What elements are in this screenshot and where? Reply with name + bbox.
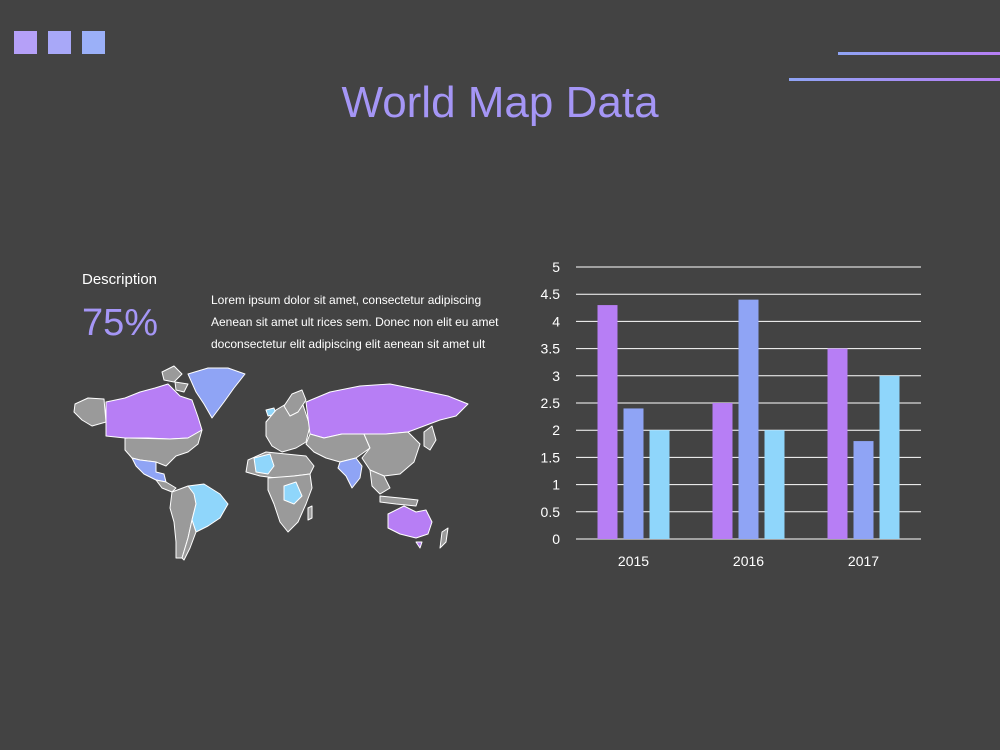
- map-region-arctic-islands: [174, 381, 189, 393]
- bar: [649, 430, 670, 539]
- map-region-japan: [423, 425, 437, 451]
- bar-layer: [597, 299, 900, 539]
- description-text: Lorem ipsum dolor sit amet, consectetur …: [211, 289, 511, 355]
- x-tick-label: 2015: [618, 553, 649, 569]
- decor-squares: [14, 31, 105, 54]
- map-region-east-asia: [361, 431, 421, 477]
- y-tick-label: 0.5: [541, 504, 561, 520]
- x-tick-label: 2017: [848, 553, 879, 569]
- y-tick-label: 3: [552, 368, 560, 384]
- description-line: Lorem ipsum dolor sit amet, consectetur …: [211, 293, 482, 307]
- bar-chart: 0 0.5 1 1.5 2 2.5 3 3.5 4 4.5 5 2015 2016 2017: [541, 259, 921, 569]
- map-region-indonesia: [379, 495, 419, 507]
- bar: [853, 441, 874, 539]
- y-tick-label: 2: [552, 422, 560, 438]
- decor-square: [48, 31, 71, 54]
- description-line: doconsectetur elit adipiscing elit aenea…: [211, 337, 486, 351]
- map-region-tasmania: [415, 541, 423, 549]
- map-region-brazil: [187, 483, 229, 533]
- map-region-east-africa: [283, 481, 303, 505]
- x-tick-label: 2016: [733, 553, 764, 569]
- bar: [827, 348, 848, 539]
- map-region-mexico: [131, 457, 167, 483]
- bar: [597, 305, 618, 539]
- map-region-central-america: [155, 479, 177, 493]
- y-tick-label: 5: [552, 259, 560, 275]
- bar: [623, 408, 644, 539]
- y-tick-label: 0: [552, 531, 560, 547]
- world-map: [73, 365, 469, 561]
- description-label: Description: [82, 271, 158, 288]
- y-tick-label: 2.5: [541, 395, 561, 411]
- y-tick-label: 1: [552, 477, 560, 493]
- map-region-argentina: [181, 519, 197, 561]
- map-region-arctic-islands: [161, 365, 183, 383]
- label-layer: 0 0.5 1 1.5 2 2.5 3 3.5 4 4.5 5 2015 2016 2017: [541, 259, 880, 569]
- map-region-greenland: [187, 367, 246, 419]
- map-region-central-asia: [305, 433, 371, 463]
- map-region-alaska: [73, 397, 107, 427]
- decor-square: [14, 31, 37, 54]
- map-region-madagascar: [307, 505, 313, 521]
- map-region-southeast-asia: [369, 469, 391, 495]
- y-tick-label: 3.5: [541, 341, 561, 357]
- map-region-south-africa: [267, 473, 313, 533]
- map-region-russia: [305, 383, 469, 439]
- map-region-india: [337, 457, 363, 489]
- bar: [764, 430, 785, 539]
- y-tick-label: 4.5: [541, 286, 561, 302]
- bar: [712, 403, 733, 539]
- decor-line-top: [838, 52, 1000, 55]
- decor-square: [82, 31, 105, 54]
- page-title: World Map Data: [341, 78, 659, 127]
- map-region-australia: [387, 505, 433, 539]
- description-line: Aenean sit amet ult rices sem. Donec non…: [211, 315, 499, 329]
- bar: [879, 375, 900, 539]
- y-tick-label: 4: [552, 313, 560, 329]
- decor-line-bottom: [789, 78, 1000, 81]
- description-percent: 75%: [82, 302, 159, 344]
- map-region-canada: [105, 383, 203, 440]
- bar: [738, 299, 759, 539]
- y-tick-label: 1.5: [541, 449, 561, 465]
- map-region-new-zealand: [439, 527, 449, 549]
- map-region-scandinavia: [283, 389, 307, 417]
- map-region-west-africa: [253, 453, 275, 475]
